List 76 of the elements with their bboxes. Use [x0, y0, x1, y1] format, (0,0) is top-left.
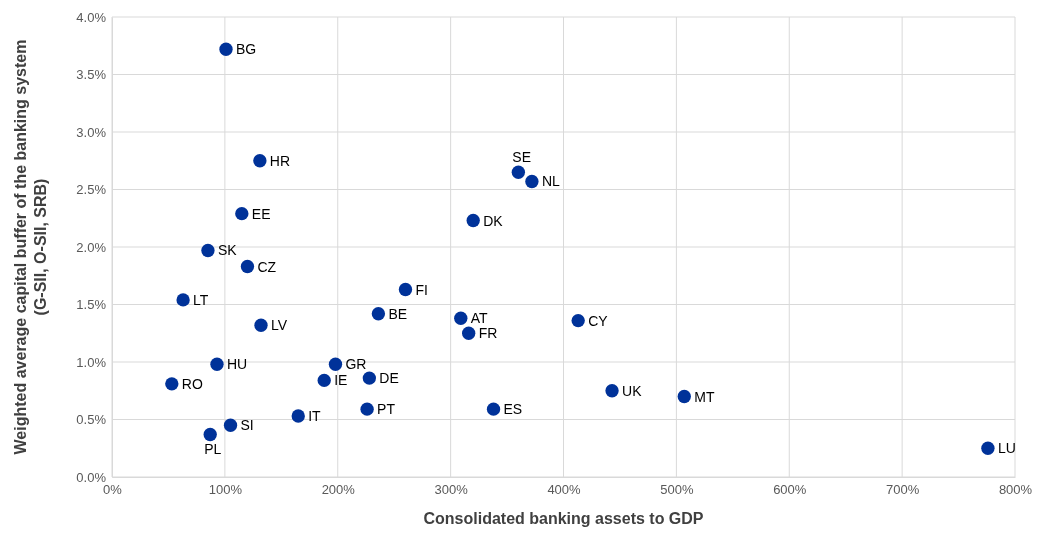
point [328, 357, 343, 371]
point [398, 282, 413, 297]
point [219, 42, 233, 56]
y-tick-label: 1.5% [76, 297, 107, 313]
annotation: SK [217, 242, 238, 259]
annotation: LU [997, 440, 1016, 457]
x-tick-label: 300% [434, 482, 469, 498]
annotation: IT [308, 408, 322, 425]
annotation: AT [470, 310, 489, 327]
point [317, 373, 331, 388]
point [223, 418, 238, 432]
annotation: BE [388, 305, 408, 322]
annotation: HR [269, 152, 291, 169]
x-tick-label: 500% [660, 482, 694, 498]
point [677, 389, 691, 404]
annotation: SE [512, 149, 532, 166]
annotation: DK [483, 212, 504, 229]
annotation: GR [345, 356, 367, 373]
x-tick-label: 100% [208, 482, 243, 498]
point [981, 441, 995, 455]
y-tick-label: 4.0% [76, 9, 107, 25]
y-axis-title: Weighted average capital buffer of the banking system (G-SII, O-SII, SRB) [12, 39, 49, 455]
point [254, 318, 268, 332]
point [235, 206, 249, 221]
y-tick-label: 1.0% [76, 354, 107, 370]
annotation: IE [334, 372, 348, 389]
annotation: NL [541, 173, 561, 190]
annotation: FI [415, 281, 428, 298]
annotation: PT [377, 401, 396, 418]
annotation: DE [379, 370, 399, 387]
y-tick-label: 0.5% [76, 412, 107, 428]
annotation: MT [694, 388, 715, 405]
point [525, 174, 539, 189]
point [454, 311, 468, 325]
annotation: HU [226, 356, 248, 373]
point [571, 313, 585, 328]
point [203, 427, 217, 442]
annotation: PL [204, 441, 222, 458]
point [360, 402, 374, 416]
annotation: FR [478, 325, 498, 342]
point [462, 326, 476, 340]
y-tick-label: 3.0% [76, 124, 107, 140]
y-tick-label: 0.0% [76, 469, 107, 485]
annotation: CZ [257, 258, 277, 275]
annotation: RO [181, 375, 203, 392]
point [240, 259, 255, 274]
point [466, 213, 480, 228]
x-tick-label: 800% [998, 482, 1033, 498]
x-tick-label: 200% [321, 482, 356, 498]
y-tick-label: 2.5% [76, 182, 107, 198]
y-tick-label: 2.0% [76, 239, 107, 255]
point [511, 165, 526, 179]
annotation: ES [503, 401, 523, 418]
point [210, 357, 224, 371]
annotation: CY [588, 312, 609, 329]
x-tick-label: 0% [103, 482, 123, 498]
annotation: LV [270, 317, 288, 334]
x-tick-label: 700% [886, 482, 920, 498]
point [165, 377, 179, 391]
y-tick-label: 3.5% [76, 67, 107, 83]
annotation: LT [193, 291, 209, 308]
x-axis-title: Consolidated banking assets to GDP [423, 510, 704, 527]
point [291, 409, 305, 423]
point [176, 293, 190, 307]
point [486, 402, 501, 416]
annotation: UK [622, 382, 643, 399]
x-tick-label: 400% [547, 482, 582, 498]
point [371, 307, 386, 321]
point [253, 154, 267, 168]
annotation: EE [251, 205, 271, 222]
point [201, 243, 215, 258]
point [605, 384, 619, 398]
annotation: SI [240, 417, 254, 434]
annotation: BG [236, 41, 257, 58]
point [362, 371, 377, 385]
x-tick-label: 600% [773, 482, 807, 498]
